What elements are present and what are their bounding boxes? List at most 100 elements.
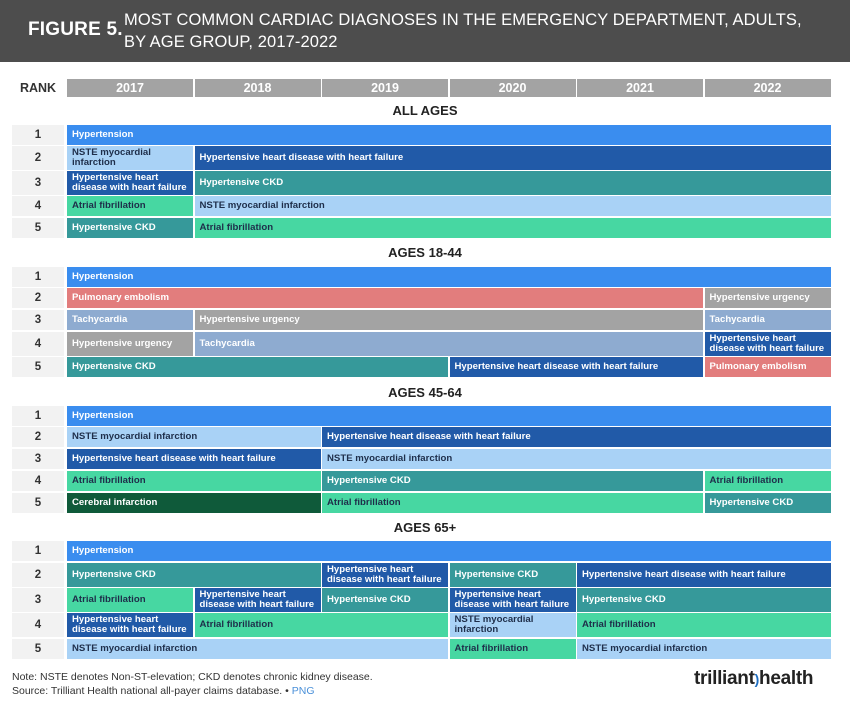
diagnosis-bar: Pulmonary embolism [704, 357, 831, 377]
rank-cell: 2 [12, 427, 64, 447]
diagnosis-bar: Hypertensive heart disease with heart fa… [704, 332, 831, 356]
rank-cell: 4 [12, 332, 64, 356]
diagnosis-bar: Atrial fibrillation [67, 588, 193, 612]
diagnosis-bar: Hypertensive heart disease with heart fa… [322, 427, 831, 447]
logo-text-right: health [759, 668, 814, 689]
diagnosis-bar: Hypertension [67, 267, 831, 287]
trilliant-health-logo: trilliant)health [694, 668, 813, 690]
rank-number: 3 [34, 594, 42, 606]
rank-cell: 5 [12, 357, 64, 377]
rank-number: 5 [34, 643, 42, 655]
png-download-link[interactable]: PNG [291, 685, 315, 697]
diagnosis-bar: Hypertension [67, 125, 831, 145]
section-title: ALL AGES [392, 103, 458, 118]
figure-header: FIGURE 5. MOST COMMON CARDIAC DIAGNOSES … [0, 0, 850, 62]
diagnosis-bar: Hypertensive urgency [194, 310, 703, 330]
diagnosis-bar: Atrial fibrillation [194, 613, 448, 637]
diagnosis-bar: NSTE myocardial infarction [322, 449, 831, 469]
rank-cell: 4 [12, 196, 64, 216]
rank-number: 3 [34, 314, 42, 326]
rank-number: 4 [34, 475, 42, 487]
diagnosis-bar: NSTE myocardial infarction [449, 613, 576, 637]
rank-cell: 5 [12, 218, 64, 238]
diagnosis-bar: Hypertensive CKD [322, 588, 448, 612]
source-text: Source: Trilliant Health national all-pa… [12, 685, 283, 697]
diagnosis-bar: Hypertensive CKD [67, 218, 193, 238]
diagnosis-bar: Atrial fibrillation [67, 471, 321, 491]
diagnosis-bar: Hypertensive CKD [322, 471, 703, 491]
year-header-2017: 2017 [67, 79, 193, 97]
section-title: AGES 45-64 [388, 385, 462, 400]
diagnosis-bar: Pulmonary embolism [67, 288, 703, 308]
diagnosis-bar: Atrial fibrillation [322, 493, 703, 513]
rank-number: 3 [34, 177, 42, 189]
rank-number: 2 [34, 292, 42, 304]
diagnosis-bar: Hypertensive heart disease with heart fa… [194, 588, 321, 612]
section-title: AGES 65+ [393, 520, 457, 535]
footnote: Note: NSTE denotes Non-ST-elevation; CKD… [12, 671, 373, 683]
rank-number: 5 [34, 361, 42, 373]
diagnosis-bar: NSTE myocardial infarction [194, 196, 831, 216]
diagnosis-bar: Hypertensive CKD [67, 357, 448, 377]
diagnosis-bar: Hypertensive heart disease with heart fa… [449, 588, 576, 612]
rank-cell: 1 [12, 125, 64, 145]
rank-number: 2 [34, 569, 42, 581]
rank-cell: 5 [12, 493, 64, 513]
rank-number: 1 [34, 271, 42, 283]
diagnosis-bar: NSTE myocardial infarction [67, 639, 448, 659]
rank-cell: 3 [12, 310, 64, 330]
rank-column-header: RANK [19, 81, 57, 95]
rank-cell: 2 [12, 563, 64, 587]
logo-text-left: trilliant [694, 668, 755, 689]
rank-cell: 3 [12, 588, 64, 612]
rank-cell: 1 [12, 406, 64, 426]
year-header-2020: 2020 [449, 79, 576, 97]
figure-label: FIGURE 5. [28, 19, 123, 40]
diagnosis-bar: Hypertensive CKD [194, 171, 831, 195]
diagnosis-bar: Hypertensive heart disease with heart fa… [67, 613, 193, 637]
section-title: AGES 18-44 [388, 245, 462, 260]
diagnosis-bar: Tachycardia [704, 310, 831, 330]
diagnosis-bar: Hypertensive urgency [67, 332, 193, 356]
rank-number: 5 [34, 222, 42, 234]
diagnosis-bar: Hypertensive heart disease with heart fa… [449, 357, 703, 377]
rank-cell: 5 [12, 639, 64, 659]
source-separator: • [282, 685, 292, 697]
diagnosis-bar: Hypertensive heart disease with heart fa… [67, 171, 193, 195]
rank-number: 1 [34, 129, 42, 141]
rank-cell: 1 [12, 267, 64, 287]
diagnosis-bar: NSTE myocardial infarction [577, 639, 831, 659]
diagnosis-bar: Atrial fibrillation [704, 471, 831, 491]
diagnosis-bar: Hypertension [67, 541, 831, 561]
diagnosis-bar: Hypertensive CKD [67, 563, 321, 587]
figure-title: MOST COMMON CARDIAC DIAGNOSES IN THE EME… [124, 11, 802, 51]
rank-cell: 2 [12, 146, 64, 170]
diagnosis-bar: Hypertensive heart disease with heart fa… [577, 563, 831, 587]
rank-number: 3 [34, 453, 42, 465]
diagnosis-bar: Atrial fibrillation [449, 639, 576, 659]
diagnosis-bar: Atrial fibrillation [194, 218, 831, 238]
source-line: Source: Trilliant Health national all-pa… [12, 685, 315, 697]
diagnosis-bar: Tachycardia [67, 310, 193, 330]
diagnosis-bar: Hypertensive CKD [577, 588, 831, 612]
rank-number: 2 [34, 152, 42, 164]
year-header-2018: 2018 [194, 79, 321, 97]
rank-cell: 3 [12, 449, 64, 469]
diagnosis-bar: Cerebral infarction [67, 493, 321, 513]
rank-number: 1 [34, 410, 42, 422]
diagnosis-bar: Tachycardia [194, 332, 703, 356]
rank-number: 1 [34, 545, 42, 557]
diagnosis-bar: Hypertensive urgency [704, 288, 831, 308]
year-header-2022: 2022 [704, 79, 831, 97]
diagnosis-bar: NSTE myocardial infarction [67, 146, 193, 170]
diagnosis-bar: Hypertensive CKD [449, 563, 576, 587]
diagnosis-bar: NSTE myocardial infarction [67, 427, 321, 447]
rank-cell: 1 [12, 541, 64, 561]
diagnosis-bar: Hypertensive heart disease with heart fa… [194, 146, 831, 170]
rank-number: 5 [34, 497, 42, 509]
rank-number: 4 [34, 200, 42, 212]
logo-arc-icon: ) [754, 671, 760, 687]
year-header-2021: 2021 [577, 79, 703, 97]
diagnosis-bar: Hypertensive heart disease with heart fa… [322, 563, 448, 587]
diagnosis-bar: Hypertensive CKD [704, 493, 831, 513]
